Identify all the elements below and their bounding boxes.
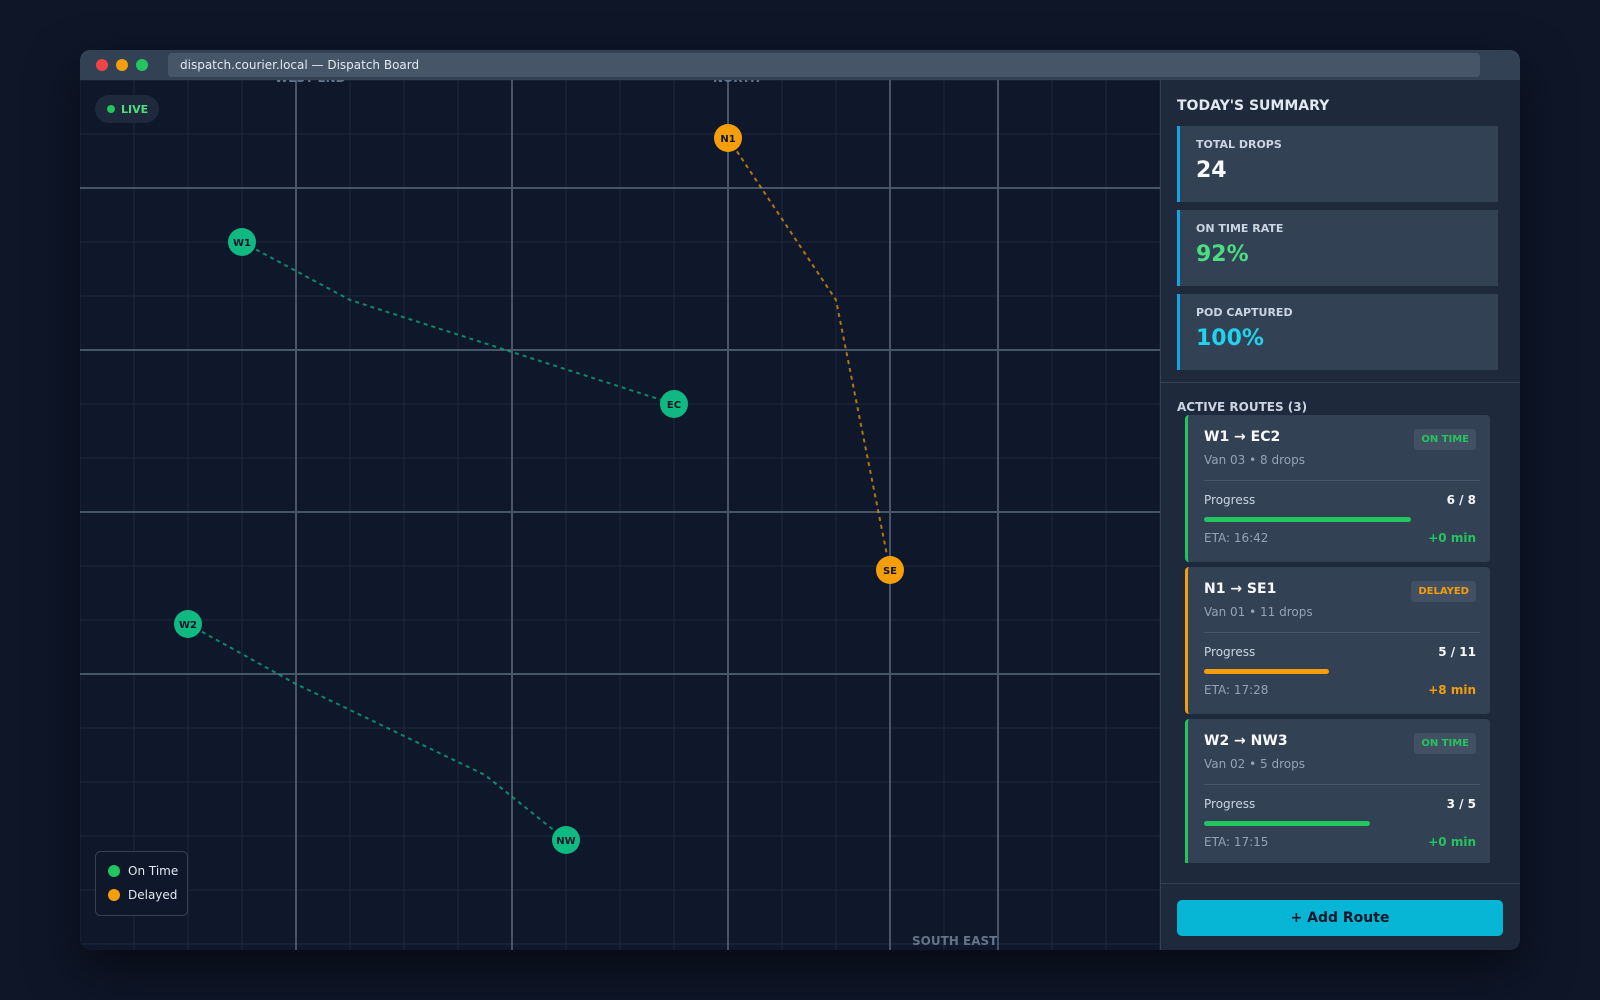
route-delay: +0 min [1428, 835, 1476, 849]
map: WEST ENDNORTHSOUTH EASTW1ECN1SEW2NWLIVEO… [80, 71, 1160, 950]
route-name: W1 → EC2 [1204, 429, 1281, 445]
route-name: N1 → SE1 [1204, 581, 1277, 597]
routes-title: ACTIVE ROUTES (3) [1177, 400, 1308, 414]
sidebar: TODAY'S SUMMARY TOTAL DROPS 24 ON TIME RAT… [1160, 80, 1520, 950]
progress-value: 6 / 8 [1446, 493, 1476, 507]
node-label: SE [883, 566, 897, 577]
live-label: LIVE [121, 103, 148, 116]
node-label: NW [556, 836, 575, 847]
route-name: W2 → NW3 [1204, 733, 1288, 749]
map-node [876, 556, 904, 584]
status-badge: ON TIME [1414, 733, 1476, 754]
map-node [228, 228, 256, 256]
legend-swatch [108, 889, 120, 901]
summary-title: TODAY'S SUMMARY [1177, 98, 1330, 114]
legend-label: Delayed [128, 888, 177, 902]
stat-card: ON TIME RATE 92% [1177, 210, 1498, 286]
live-badge [95, 95, 159, 123]
node-label: EC [667, 400, 681, 411]
progress-value: 5 / 11 [1438, 645, 1476, 659]
node-label: N1 [720, 134, 735, 145]
browser-window: dispatch.courier.local — Dispatch Board … [80, 50, 1520, 950]
map-node [660, 390, 688, 418]
separator [1204, 784, 1480, 785]
stat-value: 92% [1196, 242, 1249, 267]
maximize-button[interactable] [136, 59, 148, 71]
stat-card: POD CAPTURED 100% [1177, 294, 1498, 370]
divider [1161, 382, 1520, 383]
legend-swatch [108, 865, 120, 877]
stat-label: TOTAL DROPS [1196, 138, 1282, 151]
node-label: W1 [233, 238, 251, 249]
node-label: W2 [179, 620, 197, 631]
route-delay: +8 min [1428, 683, 1476, 697]
route-card[interactable]: N1 → SE1 Van 01 • 11 drops DELAYED Progress… [1185, 567, 1490, 714]
route-eta: ETA: 17:15 [1204, 835, 1269, 849]
separator [1204, 480, 1480, 481]
live-dot [107, 105, 115, 113]
close-button[interactable] [96, 59, 108, 71]
route-eta: ETA: 16:42 [1204, 531, 1269, 545]
legend [95, 851, 188, 916]
map-node [174, 610, 202, 638]
progress-label: Progress [1204, 797, 1256, 811]
stat-label: ON TIME RATE [1196, 222, 1284, 235]
address-bar[interactable]: dispatch.courier.local — Dispatch Board [168, 53, 1480, 77]
route-eta: ETA: 17:28 [1204, 683, 1269, 697]
progress-value: 3 / 5 [1446, 797, 1476, 811]
route-detail: Van 01 • 11 drops [1204, 605, 1313, 619]
area-label: SOUTH EAST [912, 934, 998, 948]
stat-value: 100% [1196, 326, 1264, 351]
progress-bar [1204, 669, 1330, 674]
stat-value: 24 [1196, 158, 1227, 183]
route-card[interactable]: W1 → EC2 Van 03 • 8 drops ON TIME Progress 6… [1185, 415, 1490, 562]
map-node [552, 826, 580, 854]
progress-label: Progress [1204, 493, 1256, 507]
separator [1204, 632, 1480, 633]
status-badge: DELAYED [1411, 581, 1476, 602]
add-route-button[interactable]: + Add Route [1177, 900, 1503, 936]
title-bar: dispatch.courier.local — Dispatch Board [80, 50, 1520, 80]
route-path [241, 241, 675, 405]
route-detail: Van 02 • 5 drops [1204, 757, 1305, 771]
route-list: W1 → EC2 Van 03 • 8 drops ON TIME Progress 6… [1161, 415, 1520, 863]
sidebar-footer: + Add Route [1161, 883, 1520, 950]
route-delay: +0 min [1428, 531, 1476, 545]
progress-label: Progress [1204, 645, 1256, 659]
route-path [727, 137, 891, 571]
minimize-button[interactable] [116, 59, 128, 71]
progress-bar [1204, 517, 1411, 522]
stat-card: TOTAL DROPS 24 [1177, 126, 1498, 202]
legend-label: On Time [128, 864, 178, 878]
route-card[interactable]: W2 → NW3 Van 02 • 5 drops ON TIME Progress 3… [1185, 719, 1490, 863]
route-detail: Van 03 • 8 drops [1204, 453, 1305, 467]
map-node [714, 124, 742, 152]
route-path [187, 623, 567, 841]
status-badge: ON TIME [1414, 429, 1476, 450]
stat-label: POD CAPTURED [1196, 306, 1293, 319]
progress-bar [1204, 821, 1370, 826]
